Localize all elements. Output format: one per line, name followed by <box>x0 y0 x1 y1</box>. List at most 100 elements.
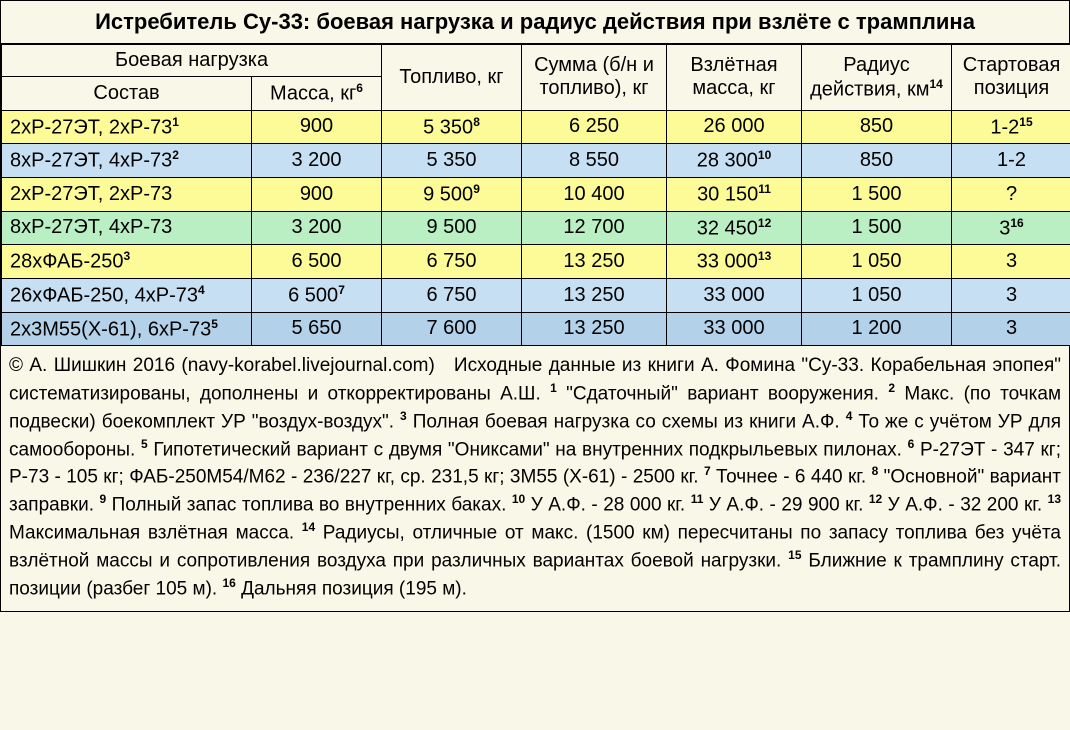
cell-value: 1-2 <box>997 149 1026 171</box>
cell: 5 3508 <box>382 110 522 144</box>
cell-value: 26 000 <box>703 115 764 137</box>
data-table: Боевая нагрузка Топливо, кг Сумма (б/н и… <box>1 44 1070 346</box>
cell: 28 30010 <box>667 144 802 178</box>
cell: 2х3М55(Х-61), 6хР-735 <box>2 312 252 346</box>
cell: 6 250 <box>522 110 667 144</box>
cell-value: 3 <box>1006 250 1017 272</box>
cell-value: 1 050 <box>851 250 901 272</box>
cell-value: 3 <box>1006 317 1017 339</box>
cell: 3 200 <box>252 144 382 178</box>
cell-sup: 16 <box>1010 216 1023 230</box>
cell: 2хР-27ЭТ, 2хР-73 <box>2 177 252 211</box>
hdr-takeoff-mass: Взлётная масса, кг <box>667 45 802 111</box>
document-wrapper: Истребитель Су-33: боевая нагрузка и рад… <box>0 0 1070 612</box>
cell-value: 3 200 <box>291 216 341 238</box>
cell: 1 200 <box>802 312 952 346</box>
cell-value: 5 650 <box>291 317 341 339</box>
cell: 6 750 <box>382 278 522 312</box>
cell: 10 400 <box>522 177 667 211</box>
cell-value: 9 500 <box>423 184 473 206</box>
cell: 1 500 <box>802 177 952 211</box>
cell-value: 33 000 <box>703 317 764 339</box>
cell-value: 13 250 <box>563 250 624 272</box>
cell-sup: 7 <box>338 283 345 297</box>
cell-value: 900 <box>300 183 333 205</box>
cell-value: 32 450 <box>697 217 758 239</box>
cell: 3 <box>952 312 1070 346</box>
cell-sup: 5 <box>211 317 218 331</box>
cell: ? <box>952 177 1070 211</box>
cell: 6 500 <box>252 245 382 279</box>
cell-value: 33 000 <box>703 284 764 306</box>
cell-sup: 9 <box>473 182 480 196</box>
cell-value: 900 <box>300 115 333 137</box>
hdr-radius-sup: 14 <box>930 77 943 91</box>
cell: 13 250 <box>522 312 667 346</box>
cell: 2хР-27ЭТ, 2хР-731 <box>2 110 252 144</box>
cell-value: 1 200 <box>851 317 901 339</box>
cell-value: 13 250 <box>563 284 624 306</box>
cell-sup: 4 <box>198 283 205 297</box>
cell-sup: 15 <box>1019 115 1032 129</box>
cell: 316 <box>952 211 1070 245</box>
cell-sup: 12 <box>758 216 771 230</box>
cell: 1-215 <box>952 110 1070 144</box>
cell: 900 <box>252 110 382 144</box>
cell: 30 15011 <box>667 177 802 211</box>
cell-value: 26хФАБ-250, 4хР-73 <box>10 285 198 307</box>
cell-value: 2х3М55(Х-61), 6хР-73 <box>10 318 211 340</box>
table-row: 8хР-27ЭТ, 4хР-7323 2005 3508 55028 30010… <box>2 144 1070 178</box>
hdr-radius-text: Радиус действия, км <box>810 54 929 101</box>
cell-value: 3 <box>1006 284 1017 306</box>
cell-value: 6 750 <box>426 250 476 272</box>
cell-value: 3 <box>999 217 1010 239</box>
cell-value: 8хР-27ЭТ, 4хР-73 <box>10 150 172 172</box>
cell: 3 <box>952 245 1070 279</box>
table-row: 26хФАБ-250, 4хР-734 6 5007 6 750 13 250 33 0… <box>2 278 1070 312</box>
cell: 33 000 <box>667 312 802 346</box>
table-row: 2хР-27ЭТ, 2хР-731 900 5 3508 6 250 26 000 850… <box>2 110 1070 144</box>
cell: 28хФАБ-2503 <box>2 245 252 279</box>
cell: 1 050 <box>802 278 952 312</box>
cell: 33 00013 <box>667 245 802 279</box>
cell: 5 650 <box>252 312 382 346</box>
cell-value: 1 050 <box>851 284 901 306</box>
cell-value: 1 500 <box>851 216 901 238</box>
hdr-sum: Сумма (б/н и топливо), кг <box>522 45 667 111</box>
cell: 6 750 <box>382 245 522 279</box>
hdr-mass-sup: 6 <box>356 81 363 95</box>
table-header: Боевая нагрузка Топливо, кг Сумма (б/н и… <box>2 45 1070 111</box>
cell: 850 <box>802 144 952 178</box>
cell-value: 28хФАБ-250 <box>10 251 124 273</box>
hdr-start-pos: Стартовая позиция <box>952 45 1070 111</box>
cell: 3 <box>952 278 1070 312</box>
cell-value: 5 350 <box>426 149 476 171</box>
cell-value: ? <box>1006 183 1017 205</box>
cell-value: 28 300 <box>697 150 758 172</box>
cell-value: 6 250 <box>569 115 619 137</box>
cell: 9 5009 <box>382 177 522 211</box>
cell: 8хР-27ЭТ, 4хР-732 <box>2 144 252 178</box>
cell-value: 8 550 <box>569 149 619 171</box>
cell-value: 2хР-27ЭТ, 2хР-73 <box>10 183 172 205</box>
cell: 26 000 <box>667 110 802 144</box>
page-title: Истребитель Су-33: боевая нагрузка и рад… <box>1 1 1069 44</box>
cell-sup: 3 <box>124 249 131 263</box>
cell-value: 6 750 <box>426 284 476 306</box>
cell-value: 30 150 <box>697 184 758 206</box>
hdr-payload-group: Боевая нагрузка <box>2 45 382 77</box>
cell: 12 700 <box>522 211 667 245</box>
cell: 850 <box>802 110 952 144</box>
cell: 9 500 <box>382 211 522 245</box>
cell: 900 <box>252 177 382 211</box>
cell-value: 2хР-27ЭТ, 2хР-73 <box>10 116 172 138</box>
cell-sup: 8 <box>473 115 480 129</box>
cell-value: 10 400 <box>563 183 624 205</box>
cell-value: 6 500 <box>291 250 341 272</box>
hdr-fuel: Топливо, кг <box>382 45 522 111</box>
cell-sup: 2 <box>172 148 179 162</box>
cell: 5 350 <box>382 144 522 178</box>
cell: 1 500 <box>802 211 952 245</box>
cell: 33 000 <box>667 278 802 312</box>
cell: 6 5007 <box>252 278 382 312</box>
